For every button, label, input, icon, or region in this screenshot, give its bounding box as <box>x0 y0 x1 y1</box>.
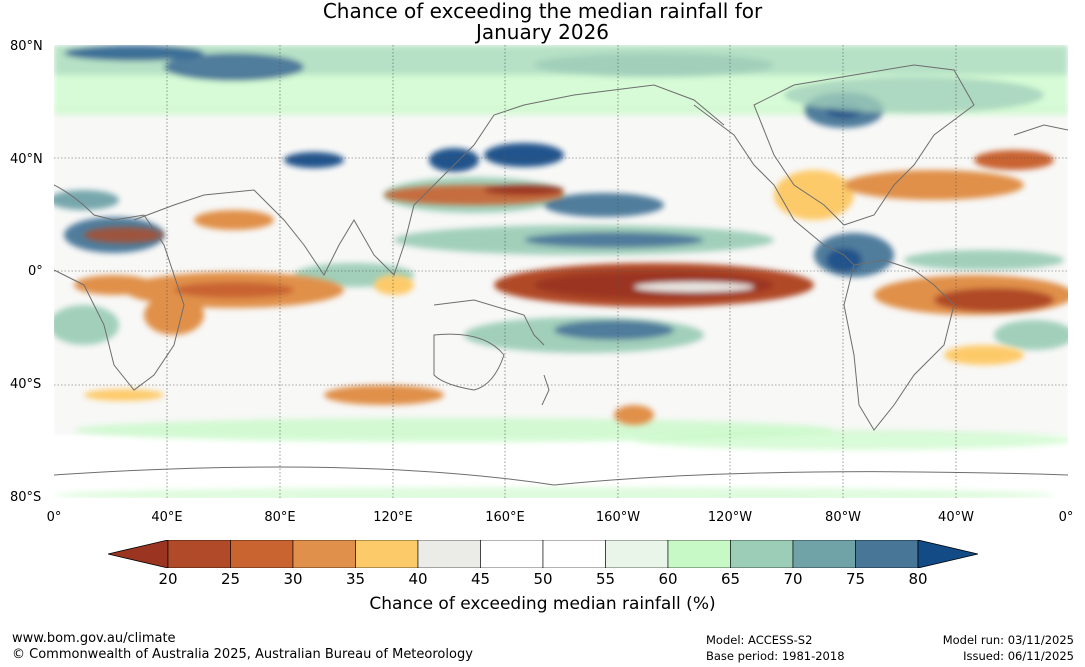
colorbar-segment-45-50 <box>480 540 544 568</box>
colorbar-segment-75-80 <box>855 540 919 568</box>
colorbar-tick-20: 20 <box>158 570 178 588</box>
lon-label-40e: 40°E <box>151 510 183 525</box>
colorbar-tick-45: 45 <box>470 570 491 588</box>
colorbar-tick-80: 80 <box>908 570 928 588</box>
colorbar-segment-55-60 <box>605 540 669 568</box>
lon-label-120w: 120°W <box>707 510 753 525</box>
colorbar-tick-70: 70 <box>783 570 803 588</box>
lon-label-120e: 120°E <box>373 510 413 525</box>
colorbar-under-triangle <box>108 540 169 568</box>
footer-website: www.bom.gov.au/climate <box>12 631 176 646</box>
colorbar-segment-65-70 <box>730 540 794 568</box>
lon-label-160e: 160°E <box>485 510 525 525</box>
colorbar-segment-40-45 <box>417 540 481 568</box>
lon-label-0-left: 0° <box>46 510 62 525</box>
colorbar-tick-35: 35 <box>345 570 366 588</box>
colorbar-tick-40: 40 <box>408 570 428 588</box>
colorbar-segment-60-65 <box>667 540 731 568</box>
colorbar-segment-25-30 <box>230 540 294 568</box>
coastlines <box>54 64 1068 486</box>
chart-title-line1: Chance of exceeding the median rainfall … <box>322 0 763 23</box>
colorbar-segment-35-40 <box>355 540 419 568</box>
colorbar-segment-50-55 <box>542 540 606 568</box>
colorbar-tick-55: 55 <box>595 570 616 588</box>
lon-label-160w: 160°W <box>595 510 641 525</box>
lon-label-80e: 80°E <box>264 510 296 525</box>
colorbar-segment-70-75 <box>792 540 856 568</box>
lon-label-80w: 80°W <box>825 510 861 525</box>
rainfall-probability-map <box>54 45 1068 498</box>
footer-model: Model: ACCESS-S2 <box>706 633 813 647</box>
chart-title-line2: January 2026 <box>475 20 610 44</box>
lon-label-40w: 40°W <box>938 510 974 525</box>
colorbar-over-triangle <box>917 540 978 568</box>
lat-label-80n: 80°N <box>10 39 43 54</box>
lat-label-80s: 80°S <box>10 490 42 505</box>
colorbar-tick-30: 30 <box>283 570 303 588</box>
colorbar-title: Chance of exceeding median rainfall (%) <box>369 594 716 614</box>
lat-label-0: 0° <box>28 264 43 279</box>
colorbar-tick-75: 75 <box>845 570 866 588</box>
colorbar-tick-60: 60 <box>658 570 678 588</box>
colorbar <box>108 540 978 568</box>
colorbar-tick-50: 50 <box>533 570 553 588</box>
colorbar-segment-20-25 <box>167 540 231 568</box>
dry-zones <box>74 150 1068 425</box>
colorbar-tick-25: 25 <box>220 570 241 588</box>
footer-model-run: Model run: 03/11/2025 <box>942 633 1074 647</box>
lon-label-0-right: 0° <box>1058 510 1074 525</box>
colorbar-tick-65: 65 <box>720 570 741 588</box>
lat-label-40s: 40°S <box>10 377 42 392</box>
colorbar-segment-30-35 <box>292 540 356 568</box>
lat-label-40n: 40°N <box>10 152 43 167</box>
footer-base-period: Base period: 1981-2018 <box>706 649 845 663</box>
graticule <box>54 45 1068 498</box>
footer-copyright: © Commonwealth of Australia 2025, Austra… <box>12 647 473 662</box>
footer-issued: Issued: 06/11/2025 <box>963 649 1074 663</box>
